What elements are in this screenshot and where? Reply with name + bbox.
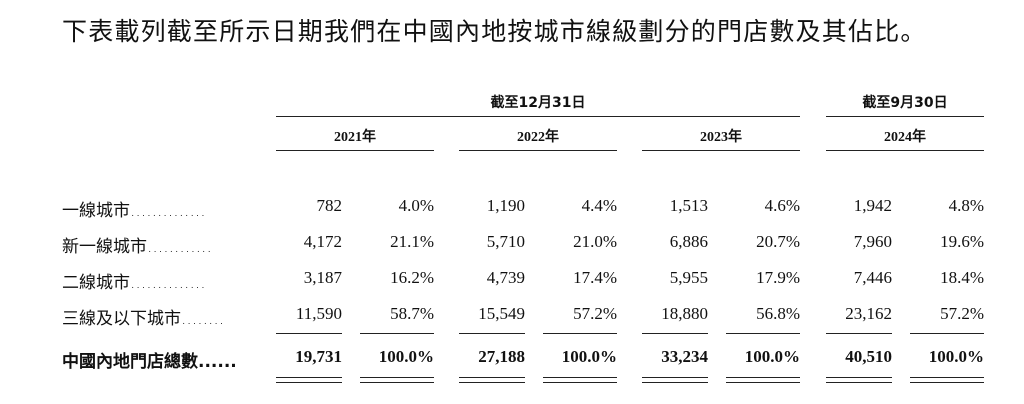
period-header-dec31: 截至12月31日 [490,95,586,111]
cell-pct-2022: 21.0% [573,232,617,251]
year-header-2024: 2024年 [884,130,926,145]
cell-count-2024: 1,942 [853,196,892,215]
cell-count-2023: 1,513 [669,196,708,215]
double-underline-pct-2023 [726,382,800,383]
double-underline-count-2022 [459,377,525,378]
cell-count-2022: 15,549 [478,304,525,323]
cell-count-2022: 4,739 [486,268,525,287]
double-underline-count-2024 [826,377,892,378]
period-underline-dec31 [276,116,800,117]
cell-count-2021: 4,172 [303,232,342,251]
row-label-tier1: 一線城市.............. [62,201,206,221]
cell-pct-2022: 57.2% [573,304,617,323]
double-underline-pct-2024 [910,382,984,383]
cell-count-2021: 3,187 [303,268,342,287]
intro-text: 下表載列截至所示日期我們在中國內地按城市線級劃分的門店數及其佔比。 [62,17,927,46]
double-underline-pct-2022 [543,377,617,378]
cell-count-2023: 18,880 [661,304,708,323]
cell-pct-2022: 4.4% [581,196,617,215]
double-underline-pct-2021 [360,377,434,378]
year-underline-2021 [276,150,434,151]
cell-count-2022: 1,190 [486,196,525,215]
subtotal-line-count-2021 [276,333,342,334]
total-count-2021: 19,731 [295,347,342,366]
subtotal-line-count-2024 [826,333,892,334]
cell-count-2024: 7,960 [853,232,892,251]
total-pct-2023: 100.0% [744,347,800,366]
year-underline-2023 [642,150,800,151]
cell-pct-2022: 17.4% [573,268,617,287]
total-pct-2021: 100.0% [378,347,434,366]
cell-pct-2021: 21.1% [390,232,434,251]
cell-pct-2023: 17.9% [756,268,800,287]
row-label-total: 中國內地門店總數...... [62,352,237,372]
double-underline-count-2023 [642,382,708,383]
period-underline-sep30 [826,116,984,117]
cell-pct-2021: 16.2% [390,268,434,287]
cell-count-2021: 11,590 [295,304,342,323]
year-underline-2024 [826,150,984,151]
cell-pct-2021: 58.7% [390,304,434,323]
double-underline-count-2023 [642,377,708,378]
year-header-2021: 2021年 [334,130,376,145]
double-underline-pct-2021 [360,382,434,383]
row-label-new-tier1: 新一線城市............ [62,237,212,257]
double-underline-pct-2022 [543,382,617,383]
cell-pct-2024: 19.6% [940,232,984,251]
year-header-2023: 2023年 [700,130,742,145]
cell-count-2023: 6,886 [669,232,708,251]
subtotal-line-pct-2022 [543,333,617,334]
subtotal-line-pct-2021 [360,333,434,334]
cell-count-2024: 23,162 [845,304,892,323]
double-underline-pct-2024 [910,377,984,378]
cell-pct-2024: 4.8% [948,196,984,215]
total-count-2023: 33,234 [661,347,708,366]
cell-count-2024: 7,446 [853,268,892,287]
cell-pct-2024: 57.2% [940,304,984,323]
cell-pct-2023: 4.6% [764,196,800,215]
subtotal-line-pct-2024 [910,333,984,334]
row-label-tier3-below: 三線及以下城市........ [62,309,225,329]
total-count-2024: 40,510 [845,347,892,366]
double-underline-count-2021 [276,382,342,383]
subtotal-line-count-2023 [642,333,708,334]
cell-pct-2023: 56.8% [756,304,800,323]
double-underline-count-2021 [276,377,342,378]
double-underline-pct-2023 [726,377,800,378]
row-label-tier2: 二線城市.............. [62,273,206,293]
year-header-2022: 2022年 [517,130,559,145]
total-pct-2024: 100.0% [928,347,984,366]
total-pct-2022: 100.0% [561,347,617,366]
double-underline-count-2022 [459,382,525,383]
year-underline-2022 [459,150,617,151]
cell-count-2022: 5,710 [486,232,525,251]
cell-pct-2023: 20.7% [756,232,800,251]
period-header-sep30: 截至9月30日 [862,95,948,111]
subtotal-line-count-2022 [459,333,525,334]
cell-pct-2024: 18.4% [940,268,984,287]
subtotal-line-pct-2023 [726,333,800,334]
cell-count-2021: 782 [316,196,343,215]
double-underline-count-2024 [826,382,892,383]
cell-count-2023: 5,955 [669,268,708,287]
total-count-2022: 27,188 [478,347,525,366]
cell-pct-2021: 4.0% [398,196,434,215]
